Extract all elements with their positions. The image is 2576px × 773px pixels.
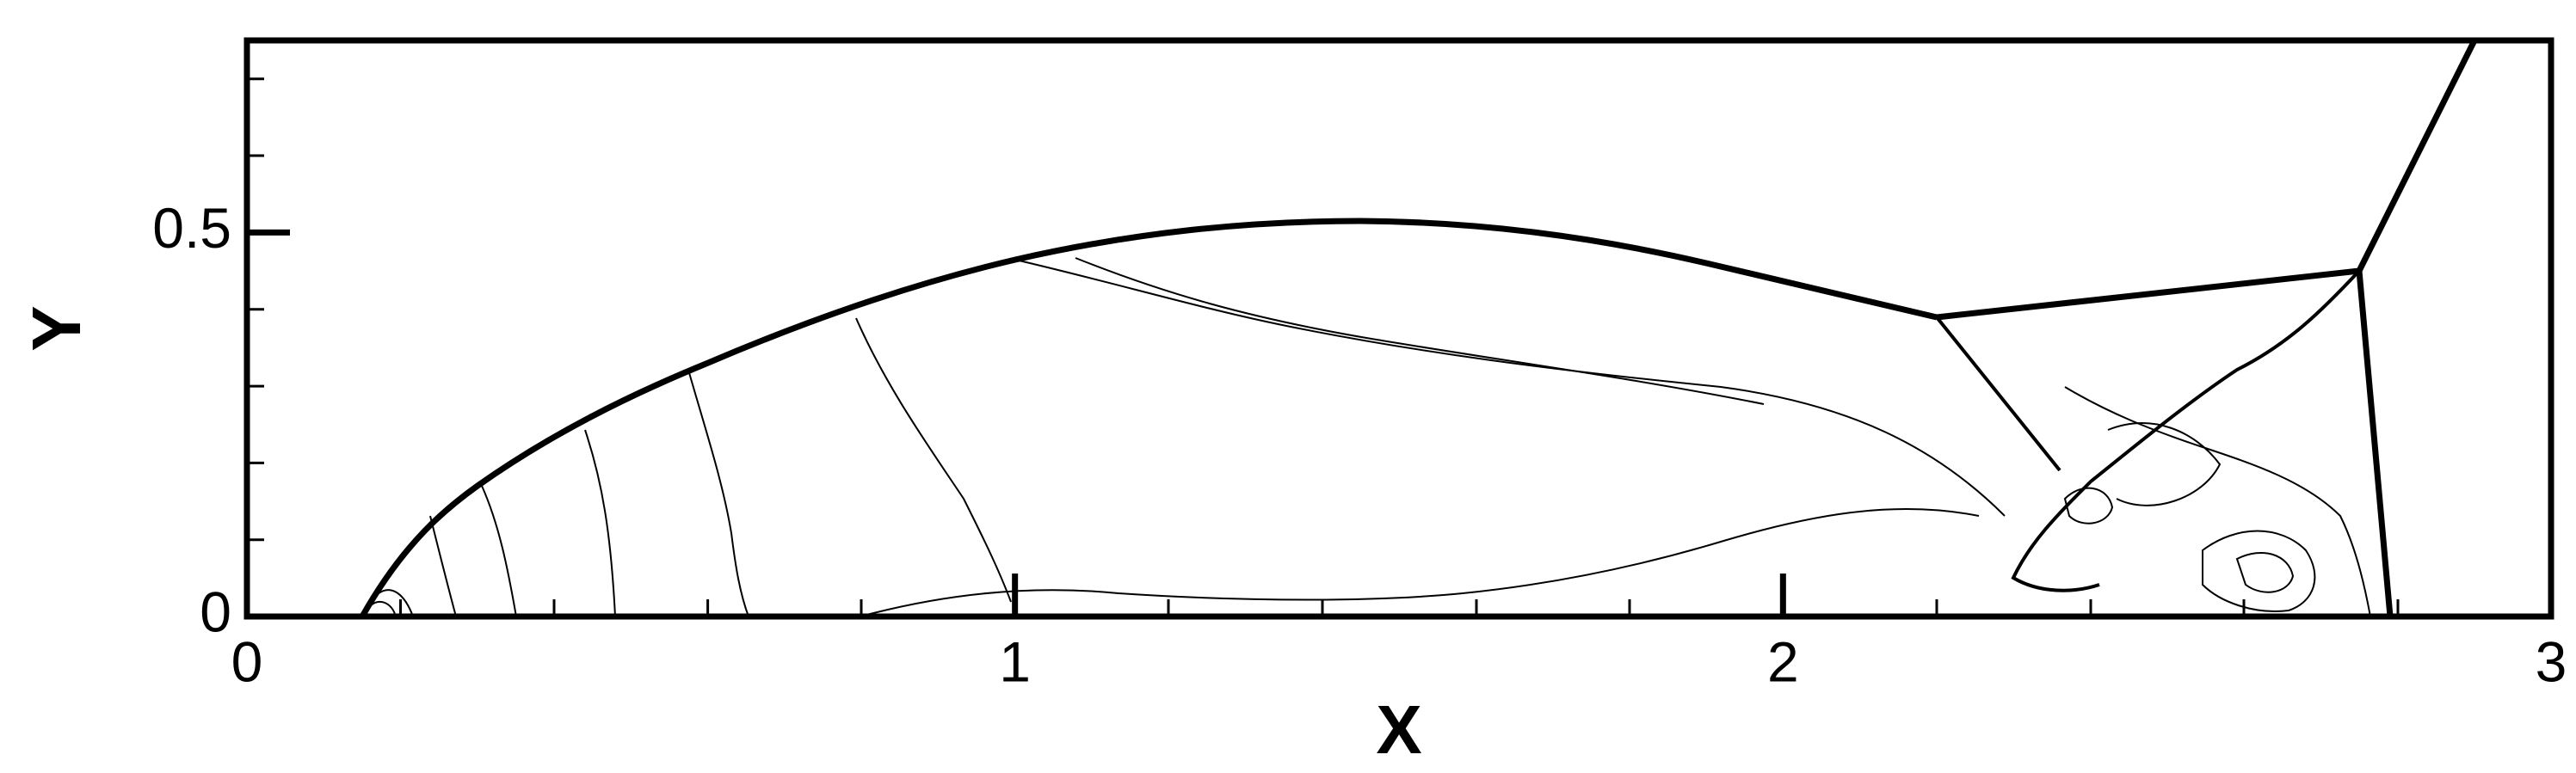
contour: [2063, 487, 2114, 525]
x-tick-label: 2: [1767, 629, 1799, 693]
contour: [2202, 530, 2316, 612]
minor-ticks: [247, 77, 2400, 617]
x-tick-label: 0: [231, 629, 263, 693]
reflected-shock: [1935, 316, 2061, 472]
y-tick-label: 0: [200, 580, 231, 643]
contour: [584, 429, 616, 617]
contour: [2235, 551, 2295, 593]
x-tick-label: 3: [2536, 629, 2567, 693]
mach-stem: [2356, 270, 2394, 617]
contour: [2107, 422, 2222, 506]
slip-line: [2011, 269, 2361, 592]
contour: [481, 485, 517, 617]
contour: [860, 507, 1980, 617]
bow-shock: [359, 218, 1938, 618]
x-axis-label: X: [1376, 691, 1421, 768]
x-tick-label: 1: [999, 629, 1031, 693]
contours: [359, 39, 2478, 618]
contour: [429, 515, 457, 617]
y-tick-label: 0.5: [152, 196, 231, 260]
y-axis-label: Y: [18, 305, 95, 351]
contour: [687, 369, 749, 617]
plot-frame: [243, 37, 2554, 620]
contour: [369, 589, 414, 617]
contour: [1014, 259, 2006, 517]
contour: [1075, 257, 1765, 405]
contour: [855, 317, 1012, 603]
mach-shock: [1936, 39, 2478, 321]
contour: [2064, 386, 2371, 617]
